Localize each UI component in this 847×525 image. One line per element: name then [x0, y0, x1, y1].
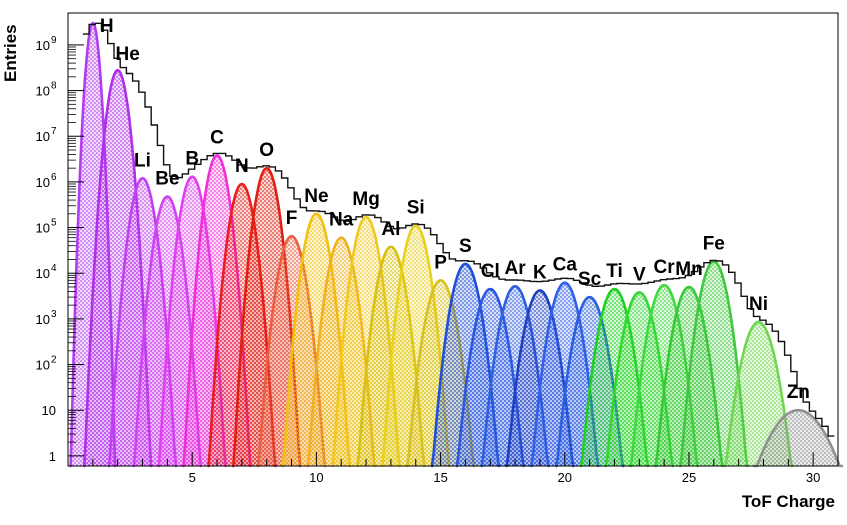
- y-tick-8: 10 8: [36, 46, 84, 99]
- plot-frame: [67, 12, 839, 467]
- y-tick-label: 10: [36, 312, 50, 327]
- y-tick-label: 10: [42, 403, 56, 418]
- element-label-sc: Sc: [578, 269, 602, 290]
- y-tick-7: 10 7: [36, 92, 84, 144]
- y-tick-2: 10 2: [36, 320, 84, 373]
- element-label-ti: Ti: [606, 261, 623, 282]
- element-label-b: B: [185, 149, 199, 170]
- x-axis: 5 10 15 20 25 30: [92, 452, 820, 485]
- y-tick-exponent: 6: [51, 172, 57, 183]
- y-tick-label: 10: [36, 129, 50, 144]
- peak-zn: [753, 408, 844, 468]
- x-tick-label: 15: [433, 470, 447, 485]
- y-tick-1: 10: [42, 366, 84, 418]
- element-label-al: Al: [381, 219, 400, 240]
- x-tick-label: 5: [189, 470, 196, 485]
- y-axis-title: Entries: [1, 24, 20, 82]
- element-label-n: N: [235, 156, 249, 177]
- total-histogram-line: [82, 22, 835, 437]
- y-tick-4: 10 4: [36, 229, 84, 281]
- y-tick-6: 10 6: [36, 137, 84, 190]
- y-tick-exponent: 4: [51, 263, 57, 274]
- element-label-be: Be: [155, 169, 179, 190]
- x-tick-label: 10: [309, 470, 323, 485]
- y-tick-9: 10 9: [36, 35, 84, 53]
- y-tick-exponent: 7: [51, 126, 57, 137]
- x-tick-label: 25: [682, 470, 696, 485]
- y-tick-label: 10: [36, 221, 50, 236]
- element-label-mg: Mg: [352, 189, 379, 210]
- element-label-c: C: [210, 127, 224, 148]
- element-label-v: V: [633, 264, 646, 285]
- element-label-h: H: [100, 16, 114, 37]
- element-label-k: K: [533, 262, 547, 283]
- x-tick-label: 30: [806, 470, 820, 485]
- y-tick-exponent: 5: [51, 218, 57, 229]
- y-tick-3: 10 3: [36, 274, 84, 327]
- y-tick-exponent: 9: [51, 35, 57, 46]
- peaks-layer: [69, 21, 844, 468]
- y-tick-label: 10: [36, 175, 50, 190]
- element-label-ne: Ne: [304, 186, 328, 207]
- element-label-p: P: [434, 252, 447, 273]
- element-label-na: Na: [329, 210, 354, 231]
- element-label-ar: Ar: [505, 258, 527, 279]
- element-label-ca: Ca: [553, 255, 578, 276]
- element-label-he: He: [116, 44, 140, 65]
- element-label-zn: Zn: [787, 382, 810, 403]
- y-tick-label: 1: [49, 449, 56, 464]
- y-tick-label: 10: [36, 84, 50, 99]
- y-tick-exponent: 3: [51, 309, 57, 320]
- x-axis-title: ToF Charge: [742, 492, 835, 511]
- element-label-o: O: [259, 140, 274, 161]
- element-label-cr: Cr: [654, 257, 676, 278]
- element-label-si: Si: [407, 198, 425, 219]
- y-tick-label: 10: [36, 38, 50, 53]
- y-tick-label: 10: [36, 358, 50, 373]
- y-tick-label: 10: [36, 266, 50, 281]
- x-tick-label: 20: [558, 470, 572, 485]
- element-label-ni: Ni: [749, 294, 768, 315]
- y-tick-exponent: 8: [51, 81, 57, 92]
- y-tick-5: 10 5: [36, 183, 84, 236]
- element-label-li: Li: [134, 150, 151, 171]
- element-label-mn: Mn: [675, 259, 702, 280]
- y-tick-exponent: 2: [51, 355, 57, 366]
- peak-fe: [679, 260, 749, 468]
- element-label-s: S: [459, 236, 472, 257]
- element-label-fe: Fe: [703, 234, 725, 255]
- element-label-f: F: [286, 208, 298, 229]
- element-label-cl: Cl: [481, 261, 500, 282]
- y-tick-0: 1: [49, 411, 84, 464]
